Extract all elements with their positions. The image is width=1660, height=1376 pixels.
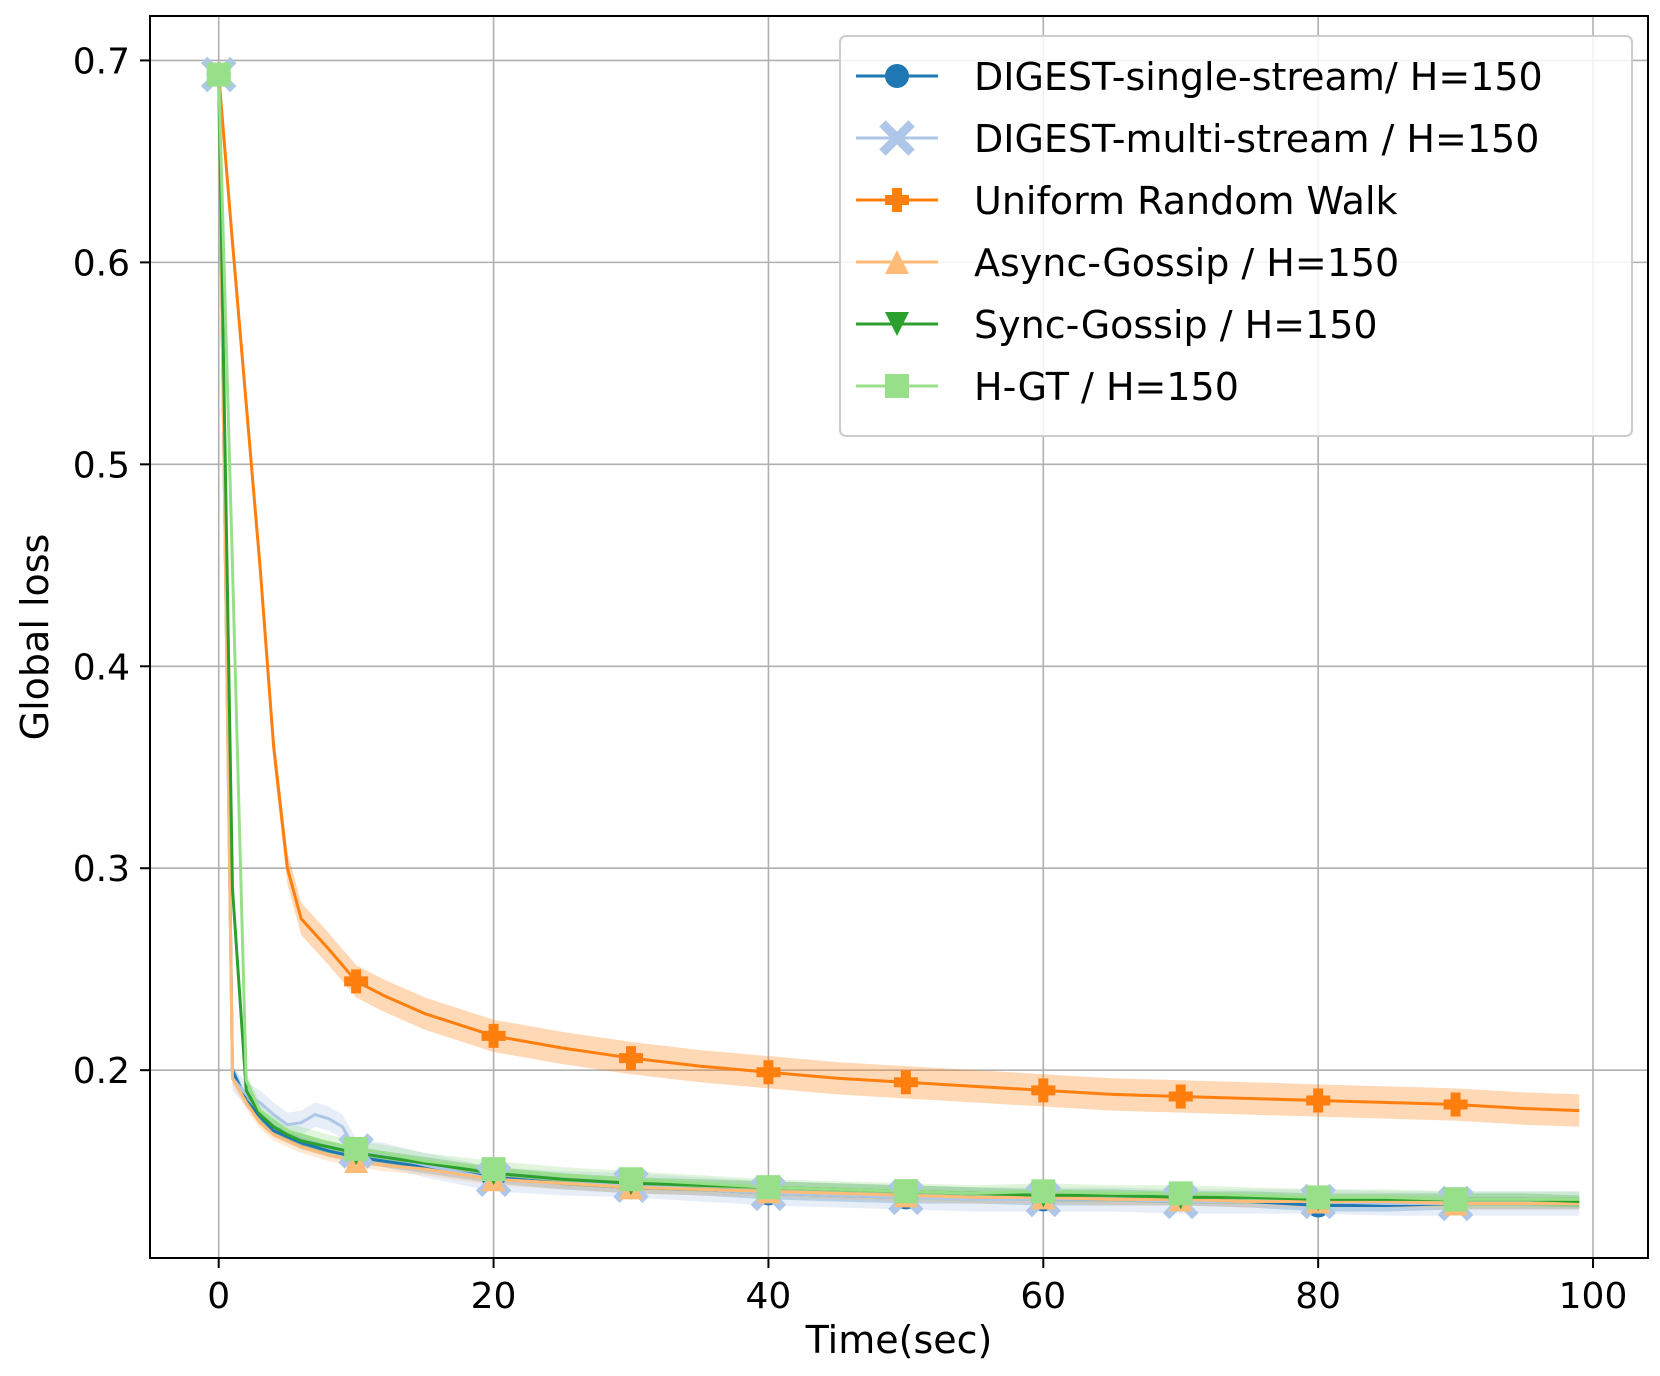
y-tick-label: 0.2: [73, 1051, 130, 1092]
x-tick-label: 0: [207, 1276, 230, 1317]
legend-marker: [885, 64, 909, 88]
data-point: [1443, 1187, 1468, 1212]
y-tick-label: 0.3: [73, 849, 130, 890]
legend-label: DIGEST-multi-stream / H=150: [974, 117, 1539, 161]
x-tick-label: 40: [746, 1276, 792, 1317]
data-point: [756, 1060, 781, 1085]
x-axis-label: Time(sec): [805, 1318, 993, 1362]
legend-label: H-GT / H=150: [974, 365, 1239, 409]
plot-frame: [149, 15, 1649, 1259]
axis-ticks: 0 20 40 60 80 100 0.2 0.3 0.4 0.5 0.6 0.7: [73, 41, 1628, 1317]
y-axis-label: Global loss: [13, 534, 57, 741]
legend-marker: [885, 312, 909, 336]
data-point: [481, 1023, 506, 1048]
data-point: [1306, 1185, 1331, 1210]
x-tick-label: 80: [1295, 1276, 1341, 1317]
legend-entry: Async-Gossip / H=150: [856, 241, 1399, 285]
legend-marker: [885, 188, 909, 212]
data-point: [893, 1179, 918, 1204]
legend-entry: Sync-Gossip / H=150: [856, 303, 1378, 347]
series-line: [217, 74, 1580, 1205]
legend-entry: H-GT / H=150: [856, 365, 1239, 409]
data-point: [756, 1175, 781, 1200]
data-point: [481, 1157, 506, 1182]
data-point: [344, 969, 369, 994]
data-point: [206, 62, 231, 87]
legend-label: Sync-Gossip / H=150: [974, 303, 1378, 347]
x-tick-label: 20: [471, 1276, 517, 1317]
legend-label: DIGEST-single-stream/ H=150: [974, 55, 1543, 99]
data-point: [344, 1136, 369, 1161]
legend-label: Async-Gossip / H=150: [974, 241, 1399, 285]
data-point: [1443, 1092, 1468, 1117]
data-point: [619, 1046, 644, 1071]
marker-x-stroke: [879, 120, 915, 156]
legend-entry: DIGEST-multi-stream / H=150: [856, 117, 1539, 161]
data-point: [1168, 1084, 1193, 1109]
series-line: [217, 74, 1580, 1113]
data-point: [1168, 1181, 1193, 1206]
legend-label: Uniform Random Walk: [974, 179, 1398, 223]
x-tick-label: 100: [1559, 1276, 1628, 1317]
legend-marker: [885, 374, 909, 398]
legend-entry: DIGEST-single-stream/ H=150: [856, 55, 1543, 99]
series-line: [217, 74, 1580, 1201]
data-point: [619, 1167, 644, 1192]
data-point: [893, 1070, 918, 1095]
legend-frame: [839, 35, 1633, 437]
y-tick-label: 0.7: [73, 41, 130, 82]
series-markers: [200, 56, 1474, 1222]
y-tick-label: 0.4: [73, 647, 130, 688]
legend-marker: [879, 120, 915, 156]
legend: DIGEST-single-stream/ H=150 DIGEST-multi-…: [839, 35, 1633, 437]
legend-entry: Uniform Random Walk: [856, 179, 1398, 223]
y-tick-label: 0.5: [73, 445, 130, 486]
series-lines: [217, 74, 1580, 1207]
data-point: [1031, 1078, 1056, 1103]
legend-marker: [885, 250, 909, 274]
series-line: [217, 74, 1580, 1203]
x-tick-label: 60: [1020, 1276, 1066, 1317]
y-tick-label: 0.6: [73, 243, 130, 284]
data-point: [1306, 1088, 1331, 1113]
data-point: [1031, 1179, 1056, 1204]
